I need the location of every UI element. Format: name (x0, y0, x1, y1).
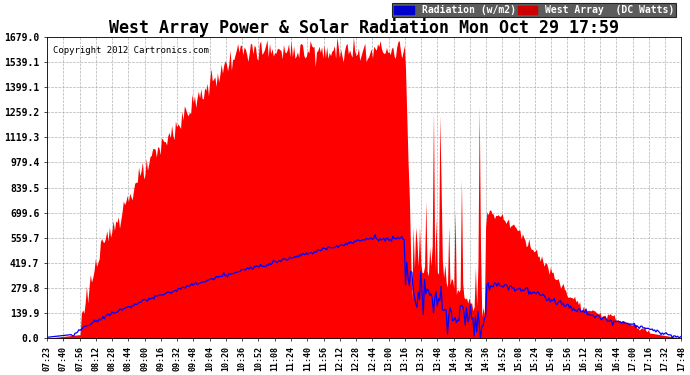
Text: Copyright 2012 Cartronics.com: Copyright 2012 Cartronics.com (53, 46, 209, 55)
Legend: Radiation (w/m2), West Array  (DC Watts): Radiation (w/m2), West Array (DC Watts) (392, 3, 676, 17)
Title: West Array Power & Solar Radiation Mon Oct 29 17:59: West Array Power & Solar Radiation Mon O… (109, 18, 619, 37)
